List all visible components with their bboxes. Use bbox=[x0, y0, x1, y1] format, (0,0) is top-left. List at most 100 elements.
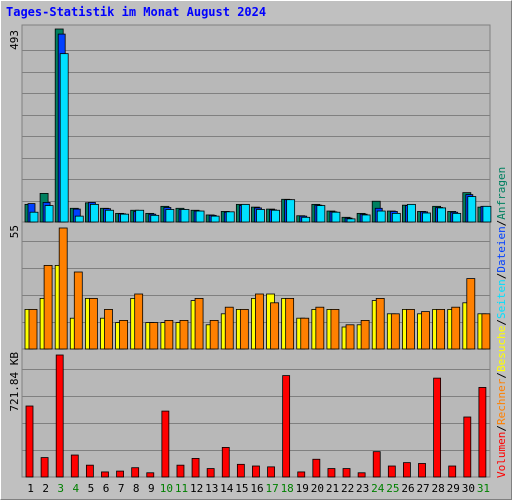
bar-rechner bbox=[134, 293, 144, 350]
bar-volumen bbox=[448, 465, 457, 478]
bar-volumen bbox=[70, 454, 79, 478]
bar-seiten bbox=[482, 205, 492, 223]
legend-entry: / bbox=[495, 220, 508, 227]
bar-volumen bbox=[463, 416, 472, 478]
bar-seiten bbox=[391, 212, 401, 223]
bar-volumen bbox=[176, 464, 185, 478]
y-axis-max-visits: 55 bbox=[8, 225, 21, 238]
bar-rechner bbox=[300, 317, 310, 350]
bar-rechner bbox=[58, 227, 68, 350]
x-axis-day-label: 29 bbox=[447, 482, 460, 495]
legend-entry: / bbox=[495, 425, 508, 432]
bar-volumen bbox=[478, 387, 487, 478]
x-axis-day-label: 21 bbox=[326, 482, 339, 495]
legend-entry: / bbox=[495, 273, 508, 280]
bar-rechner bbox=[164, 319, 174, 350]
bar-volumen bbox=[282, 375, 291, 478]
bar-seiten bbox=[467, 196, 477, 223]
bar-seiten bbox=[361, 214, 371, 223]
bar-seiten bbox=[165, 209, 175, 223]
chart-title: Tages-Statistik im Monat August 2024 bbox=[6, 5, 267, 19]
bar-seiten bbox=[74, 215, 84, 223]
x-axis-day-label: 31 bbox=[477, 482, 490, 495]
bar-volumen bbox=[418, 463, 426, 478]
bar-rechner bbox=[330, 308, 340, 350]
bar-seiten bbox=[135, 209, 145, 223]
bar-rechner bbox=[43, 264, 53, 350]
bar-rechner bbox=[451, 306, 461, 350]
x-axis-day-label: 15 bbox=[235, 482, 248, 495]
bar-seiten bbox=[150, 214, 160, 223]
x-axis-day-label: 9 bbox=[148, 482, 155, 495]
bar-seiten bbox=[376, 210, 386, 223]
x-axis-day-label: 5 bbox=[88, 482, 95, 495]
bar-rechner bbox=[179, 319, 189, 350]
bar-seiten bbox=[59, 53, 69, 223]
bar-rechner bbox=[88, 297, 98, 350]
x-axis-day-label: 17 bbox=[265, 482, 278, 495]
legend-entry: Rechner bbox=[495, 378, 508, 425]
bar-volumen bbox=[267, 466, 275, 478]
x-axis-day-label: 26 bbox=[401, 482, 414, 495]
x-axis-day-label: 27 bbox=[416, 482, 429, 495]
x-axis-day-label: 14 bbox=[220, 482, 234, 495]
legend-entry: / bbox=[495, 372, 508, 379]
bar-seiten bbox=[225, 211, 235, 223]
bar-seiten bbox=[407, 203, 416, 223]
bar-seiten bbox=[437, 207, 447, 223]
bar-volumen bbox=[387, 465, 396, 478]
legend-entry: / bbox=[495, 319, 508, 326]
bar-volumen bbox=[312, 458, 321, 478]
bar-rechner bbox=[360, 319, 370, 350]
bar-volumen bbox=[101, 471, 109, 478]
x-axis-day-label: 10 bbox=[160, 482, 173, 495]
bar-rechner bbox=[466, 278, 476, 350]
x-axis-day-label: 13 bbox=[205, 482, 218, 495]
bar-rechner bbox=[104, 308, 113, 350]
bar-volumen bbox=[40, 457, 49, 478]
bar-seiten bbox=[105, 209, 114, 223]
plot-area-3 bbox=[21, 348, 491, 478]
bar-rechner bbox=[436, 308, 446, 350]
bar-rechner bbox=[194, 297, 204, 350]
bar-volumen bbox=[342, 468, 351, 478]
bar-volumen bbox=[433, 377, 442, 478]
bar-rechner bbox=[255, 293, 264, 350]
bar-seiten bbox=[422, 212, 431, 223]
bar-volumen bbox=[252, 465, 260, 478]
bar-rechner bbox=[285, 297, 295, 350]
legend-entry: Volumen bbox=[495, 432, 508, 478]
plot-area-1 bbox=[21, 24, 491, 223]
legend-entry: Seiten bbox=[495, 279, 508, 319]
bar-volumen bbox=[206, 468, 215, 478]
x-axis-day-label: 20 bbox=[311, 482, 324, 495]
x-axis-day-label: 30 bbox=[462, 482, 475, 495]
bar-seiten bbox=[44, 205, 54, 223]
bar-volumen bbox=[327, 468, 336, 478]
bar-rechner bbox=[239, 308, 249, 350]
bar-seiten bbox=[346, 218, 356, 223]
x-axis-day-label: 4 bbox=[73, 482, 80, 495]
bar-rechner bbox=[421, 311, 430, 350]
bar-rechner bbox=[406, 308, 415, 350]
legend: Volumen/Rechner/Besuche/Seiten/Dateien/A… bbox=[495, 167, 508, 478]
bar-volumen bbox=[161, 410, 170, 478]
bar-rechner bbox=[224, 306, 234, 350]
bar-seiten bbox=[195, 210, 205, 223]
x-axis-day-label: 11 bbox=[175, 482, 188, 495]
bar-volumen bbox=[131, 467, 140, 478]
x-axis-day-label: 1 bbox=[27, 482, 34, 495]
x-axis-day-label: 25 bbox=[386, 482, 399, 495]
bar-volumen bbox=[191, 458, 200, 478]
x-axis-day-label: 22 bbox=[341, 482, 354, 495]
x-axis-day-label: 12 bbox=[190, 482, 203, 495]
bar-seiten bbox=[120, 213, 129, 223]
legend-entry: Dateien bbox=[495, 226, 508, 272]
x-axis-day-label: 18 bbox=[281, 482, 294, 495]
bar-seiten bbox=[301, 216, 311, 223]
x-axis-day-label: 7 bbox=[118, 482, 125, 495]
bar-volumen bbox=[357, 472, 366, 478]
bar-rechner bbox=[28, 308, 38, 350]
